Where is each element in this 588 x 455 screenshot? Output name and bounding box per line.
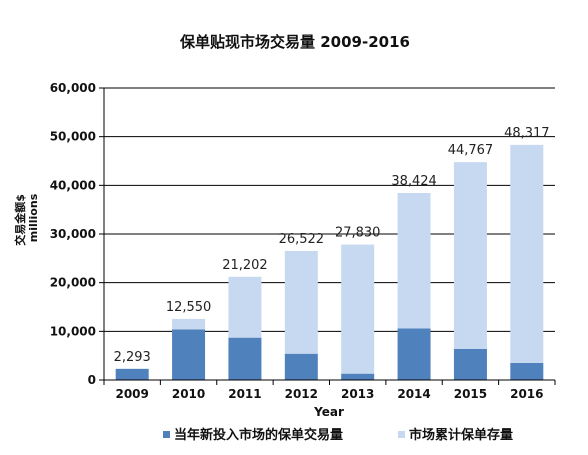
data-label-2012: 26,522 (279, 232, 325, 247)
y-tick-label: 30,000 (50, 227, 96, 241)
y-tick-label: 40,000 (50, 178, 96, 192)
x-tick-label: 2015 (454, 387, 487, 401)
data-label-2013: 27,830 (335, 226, 381, 241)
bar-segment-cumulative-2016 (510, 144, 544, 363)
bar-segment-new-2015 (453, 348, 487, 380)
gridlines (104, 87, 555, 332)
bar-segment-new-2013 (341, 373, 375, 380)
x-tick-label: 2009 (115, 387, 148, 401)
x-axis-label: Year (313, 405, 344, 419)
data-labels: 2,293 12,550 21,202 26,522 27,830 38,424 44,76… (114, 126, 550, 365)
data-label-2009: 2,293 (114, 350, 151, 365)
data-label-2014: 38,424 (391, 174, 437, 189)
bar-segment-new-2011 (228, 337, 262, 380)
x-tick-label: 2016 (510, 387, 543, 401)
x-tick-label: 2014 (397, 387, 430, 401)
bar-segment-cumulative-2012 (284, 250, 318, 354)
x-tick-label: 2010 (172, 387, 205, 401)
bar-segment-new-2016 (510, 362, 544, 380)
x-axis-ticks: 2009 2010 2011 2012 2013 2014 2015 2016 (103, 380, 556, 401)
x-tick-label: 2012 (285, 387, 318, 401)
x-tick-label: 2011 (228, 387, 261, 401)
bar-segment-cumulative-2010 (172, 318, 206, 330)
y-axis-label-main: 交易金额$ (13, 194, 27, 246)
data-label-2011: 21,202 (222, 258, 268, 273)
y-axis-ticks: 0 10,000 20,000 30,000 40,000 50,000 60,000 (50, 81, 96, 387)
legend: 当年新投入市场的保单交易量 市场累计保单存量 (163, 427, 513, 443)
y-tick-label: 20,000 (50, 276, 96, 290)
bar-segment-cumulative-2015 (453, 162, 487, 349)
y-axis-label-unit: millions (27, 193, 40, 242)
legend-label-new: 当年新投入市场的保单交易量 (174, 427, 343, 443)
data-label-2015: 44,767 (448, 143, 494, 158)
bar-segment-new-2010 (172, 329, 206, 380)
bar-segment-new-2012 (284, 353, 318, 380)
data-label-2016: 48,317 (504, 126, 550, 141)
bar-segment-new-2009 (115, 368, 149, 380)
bar-segment-cumulative-2011 (228, 276, 262, 338)
y-tick-label: 10,000 (50, 324, 96, 338)
legend-swatch-new (163, 431, 170, 438)
legend-label-cumulative: 市场累计保单存量 (409, 427, 513, 443)
y-axis-label: 交易金额$ millions (13, 190, 40, 246)
bar-segment-new-2014 (397, 328, 431, 380)
bar-segment-cumulative-2013 (341, 244, 375, 374)
chart-title: 保单贴现市场交易量 2009-2016 (179, 33, 410, 51)
bars (115, 144, 544, 380)
bar-segment-cumulative-2014 (397, 193, 431, 329)
y-tick-label: 0 (88, 373, 96, 387)
y-tick-label: 50,000 (50, 130, 96, 144)
data-label-2010: 12,550 (166, 300, 212, 315)
legend-swatch-cumulative (398, 431, 405, 438)
y-tick-label: 60,000 (50, 81, 96, 95)
x-tick-label: 2013 (341, 387, 374, 401)
